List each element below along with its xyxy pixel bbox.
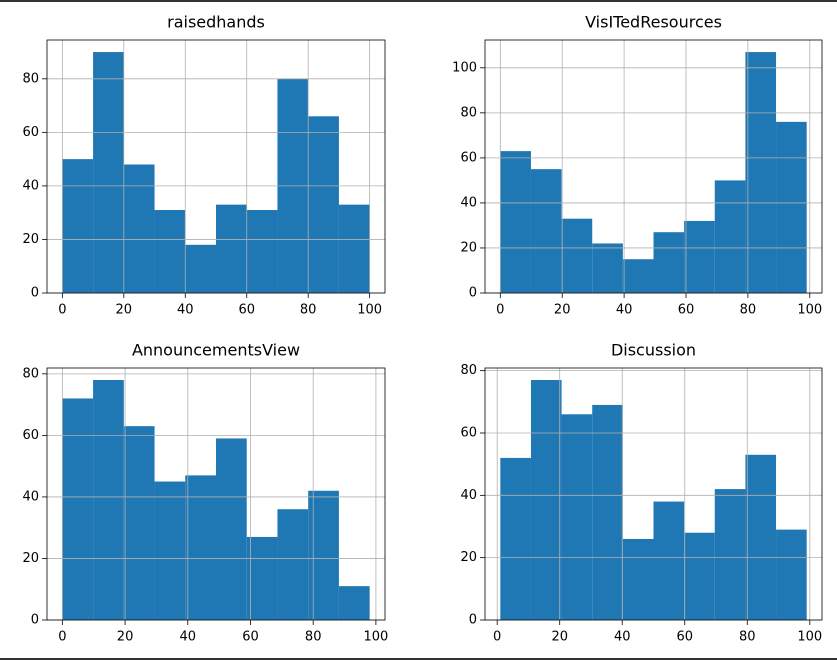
bar [154, 481, 186, 620]
y-tick-label: 20 [22, 551, 39, 566]
x-tick-label: 0 [493, 630, 501, 645]
bar [714, 489, 746, 620]
axes-frame [484, 39, 823, 294]
y-tick-label: 60 [22, 125, 39, 140]
y-tick-label: 60 [460, 150, 477, 165]
axes-frame [46, 367, 386, 621]
x-tick-label: 20 [551, 630, 568, 645]
y-tick-label: 40 [460, 488, 477, 503]
y-tick-label: 0 [31, 613, 39, 628]
bar [500, 457, 531, 620]
x-tick-label: 80 [740, 303, 757, 318]
bar [216, 438, 247, 620]
y-tick-label: 60 [22, 428, 39, 443]
bar [216, 204, 247, 293]
y-tick-label: 80 [460, 363, 477, 378]
x-tick-label: 0 [58, 303, 66, 318]
y-tick-label: 80 [22, 71, 39, 86]
x-tick-label: 100 [797, 303, 822, 318]
bar [123, 164, 155, 293]
y-tick-label: 40 [22, 489, 39, 504]
y-tick-label: 100 [452, 60, 477, 75]
x-tick-label: 20 [554, 303, 571, 318]
y-tick-label: 80 [22, 366, 39, 381]
bar [338, 586, 370, 620]
bar [62, 398, 94, 620]
bar [154, 210, 186, 293]
y-tick-label: 80 [460, 105, 477, 120]
bar [622, 259, 654, 293]
y-tick-label: 40 [22, 178, 39, 193]
bar [123, 426, 155, 620]
x-tick-label: 80 [739, 630, 756, 645]
y-tick-label: 20 [460, 240, 477, 255]
bar [714, 180, 746, 293]
y-tick-label: 0 [31, 286, 39, 301]
bar [185, 244, 216, 293]
y-tick-label: 20 [22, 232, 39, 247]
x-tick-label: 80 [300, 303, 317, 318]
x-tick-label: 60 [678, 303, 695, 318]
bar [684, 532, 715, 620]
bar [93, 52, 124, 293]
bar [308, 490, 339, 620]
bar [592, 404, 623, 620]
bar [246, 536, 278, 620]
bar [745, 52, 777, 293]
x-tick-label: 40 [616, 303, 633, 318]
bar [530, 380, 562, 620]
axes-frame [46, 39, 386, 294]
bar [308, 116, 339, 293]
x-tick-label: 0 [58, 630, 66, 645]
bar [62, 159, 94, 293]
y-tick-label: 0 [469, 613, 477, 628]
bar [246, 210, 278, 293]
bar [776, 121, 807, 293]
bar [561, 414, 593, 620]
subplot-title: Discussion [611, 341, 696, 360]
x-tick-label: 60 [242, 630, 259, 645]
bar [277, 509, 309, 620]
bar [653, 232, 685, 293]
x-tick-label: 60 [676, 630, 693, 645]
subplot-title: VisITedResources [585, 13, 722, 32]
x-tick-label: 60 [238, 303, 255, 318]
y-tick-label: 20 [460, 550, 477, 565]
x-tick-label: 100 [797, 630, 822, 645]
x-tick-label: 80 [305, 630, 322, 645]
bar [776, 529, 807, 620]
x-tick-label: 40 [177, 303, 194, 318]
x-tick-label: 100 [363, 630, 388, 645]
bar [561, 218, 593, 293]
bar [530, 169, 562, 293]
x-tick-label: 40 [180, 630, 197, 645]
y-tick-label: 40 [460, 195, 477, 210]
x-tick-label: 100 [357, 303, 382, 318]
bar [185, 475, 216, 620]
bar [592, 243, 623, 293]
x-tick-label: 20 [116, 303, 133, 318]
subplot-title: raisedhands [167, 13, 265, 32]
bar [684, 220, 715, 293]
bar [93, 380, 124, 620]
bar [338, 204, 370, 293]
bar [500, 151, 531, 293]
x-tick-label: 20 [117, 630, 134, 645]
bar [745, 454, 777, 620]
y-tick-label: 60 [460, 425, 477, 440]
y-tick-label: 0 [469, 286, 477, 301]
axes-frame [484, 367, 823, 621]
x-tick-label: 40 [614, 630, 631, 645]
subplot-title: AnnouncementsView [132, 341, 300, 360]
x-tick-label: 0 [496, 303, 504, 318]
bar [653, 501, 685, 620]
bar [622, 538, 654, 620]
